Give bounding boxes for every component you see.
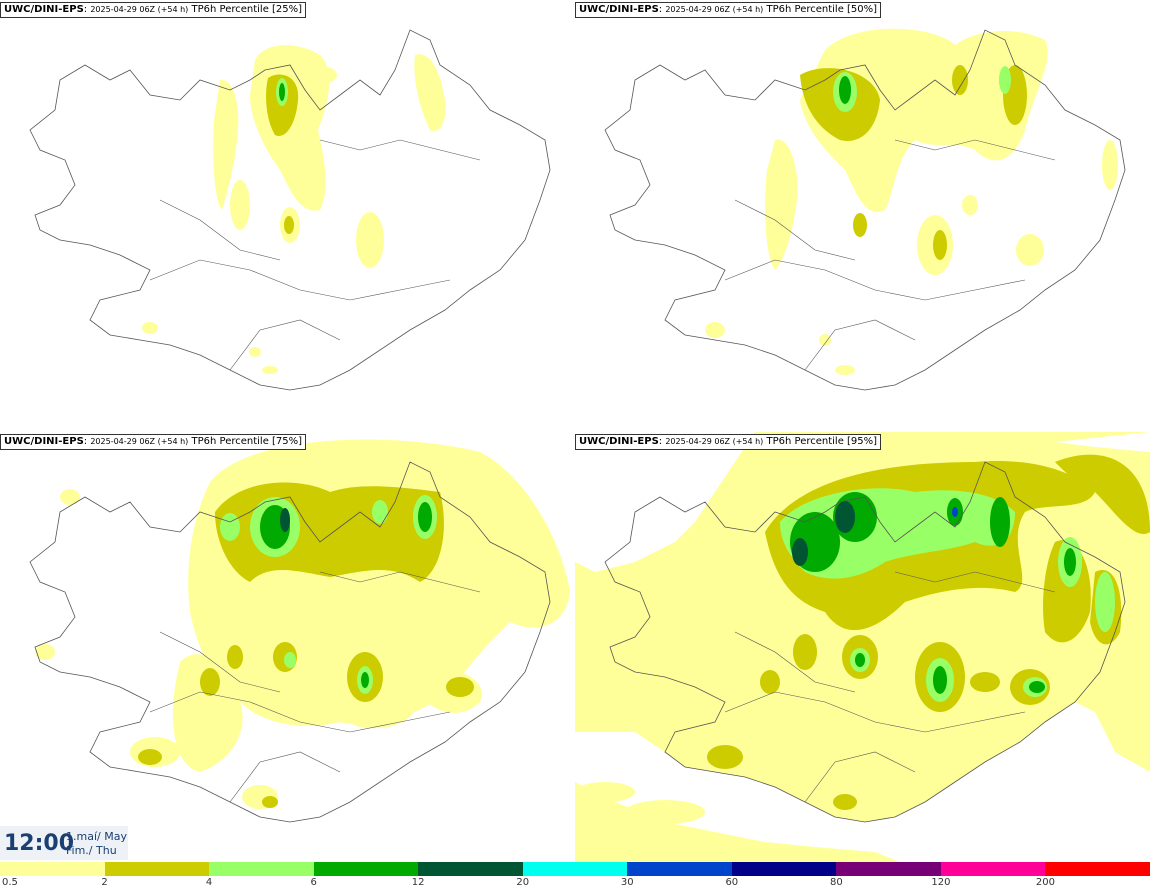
valid-time-date: 1.maí/ May Fim./ Thu (66, 830, 127, 858)
valid-time-hour: 12:00 (4, 831, 75, 856)
iceland-coastline-p95 (604, 461, 1126, 823)
legend-swatch (731, 862, 837, 876)
panel-title-p25: UWC/DINI-EPS: 2025-04-29 06Z (+54 h) TP6… (0, 2, 307, 18)
legend-label: 6 (310, 877, 317, 888)
map-canvas-p25 (29, 29, 551, 391)
legend-swatch (836, 862, 941, 876)
map-canvas-p95 (575, 432, 1150, 864)
map-panel-p95: UWC/DINI-EPS: 2025-04-29 06Z (+54 h) TP6… (575, 432, 1150, 864)
map-panel-p50: UWC/DINI-EPS: 2025-04-29 06Z (+54 h) TP6… (575, 0, 1150, 432)
precip-color-legend (0, 862, 1150, 876)
iceland-coastline-p75 (29, 461, 551, 823)
valid-date-line1: 1.maí/ May (66, 830, 127, 843)
map-panel-p75: UWC/DINI-EPS: 2025-04-29 06Z (+54 h) TP6… (0, 432, 575, 864)
legend-swatch (627, 862, 732, 876)
panel-title-p95: UWC/DINI-EPS: 2025-04-29 06Z (+54 h) TP6… (575, 434, 882, 450)
map-canvas-p50 (604, 28, 1126, 391)
legend-swatch (522, 862, 628, 876)
legend-swatch (104, 862, 210, 876)
legend-label: 120 (931, 877, 951, 888)
valid-time-box: 12:00 1.maí/ May Fim./ Thu (0, 826, 128, 860)
iceland-coastline-p50 (604, 29, 1126, 391)
precip-legend-labels: 0.5 2 4 6 12 20 30 60 80 120 200 (0, 877, 1150, 891)
legend-swatch (0, 862, 105, 876)
legend-swatch (418, 862, 523, 876)
precip-layer-p95 (575, 432, 1150, 864)
legend-label: 12 (411, 877, 425, 888)
precip-layer-p25 (142, 45, 446, 374)
legend-label: 60 (725, 877, 739, 888)
legend-label: 200 (1035, 877, 1055, 888)
legend-label: 30 (620, 877, 634, 888)
legend-label: 0.5 (2, 877, 18, 888)
legend-label: 80 (829, 877, 843, 888)
legend-swatch (1045, 862, 1150, 876)
legend-swatch (209, 862, 314, 876)
legend-swatch (313, 862, 419, 876)
iceland-coastline-p25 (29, 29, 551, 391)
panel-title-p75: UWC/DINI-EPS: 2025-04-29 06Z (+54 h) TP6… (0, 434, 307, 450)
valid-date-line2: Fim./ Thu (66, 844, 117, 857)
precip-layer-p75 (35, 439, 570, 809)
panel-title-p50: UWC/DINI-EPS: 2025-04-29 06Z (+54 h) TP6… (575, 2, 882, 18)
precip-layer-p50 (705, 28, 1118, 375)
legend-label: 20 (516, 877, 530, 888)
legend-swatch (940, 862, 1046, 876)
map-canvas-p75 (29, 439, 570, 823)
map-panel-p25: UWC/DINI-EPS: 2025-04-29 06Z (+54 h) TP6… (0, 0, 575, 432)
legend-label: 2 (101, 877, 108, 888)
legend-label: 4 (205, 877, 213, 888)
